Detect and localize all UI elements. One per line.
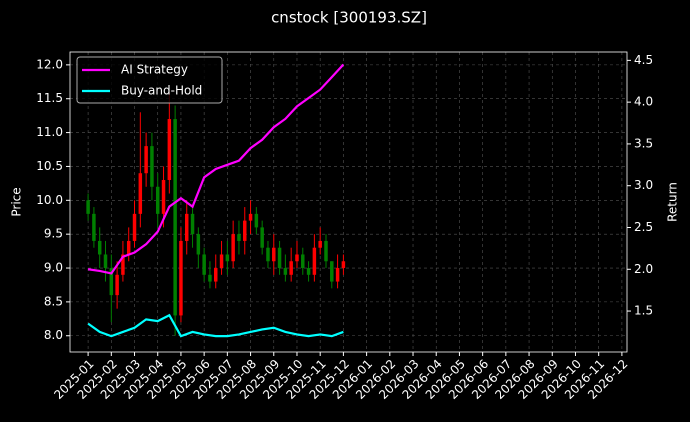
y-tick-label: 12.0 (36, 57, 63, 71)
candle-body (196, 234, 201, 255)
candle-body (219, 254, 224, 269)
candle-body (103, 254, 108, 269)
candle-body (266, 247, 270, 262)
candle-body (92, 213, 96, 241)
y-tick-label: 9.5 (44, 227, 63, 241)
candle-body (283, 268, 288, 275)
candle-body (254, 213, 259, 228)
y-axis-label: Price (10, 187, 24, 216)
candle-body (144, 146, 148, 174)
y-tick-label: 8.5 (44, 294, 63, 308)
candle-body (301, 254, 305, 269)
candle-body (237, 234, 241, 241)
candle-body (109, 268, 114, 296)
candle-body (184, 213, 189, 241)
candle-body (260, 227, 264, 248)
candle-body (335, 268, 340, 282)
candle-body (341, 261, 346, 269)
y-tick-label: 11.5 (36, 91, 63, 105)
candle-body (231, 234, 235, 262)
candle-body (150, 146, 154, 187)
candle-body (121, 254, 125, 275)
candle-body (208, 274, 212, 282)
candle-body (324, 240, 328, 262)
y2-axis-label: Return (666, 182, 680, 222)
candle-body (155, 186, 160, 214)
legend: AI Strategy Buy-and-Hold (76, 56, 223, 104)
candle-body (167, 119, 172, 180)
y2-tick-label: 2.5 (634, 220, 653, 234)
candle-body (330, 261, 334, 282)
candle-body (161, 179, 166, 214)
y-tick-label: 10.0 (36, 193, 63, 207)
legend-label: Buy-and-Hold (121, 84, 202, 98)
y2-tick-label: 4.5 (634, 53, 653, 67)
candle-body (295, 254, 299, 262)
candle-body (277, 247, 282, 269)
y2-tick-label: 2.0 (634, 262, 653, 276)
candle-body (248, 213, 253, 221)
candle-body (289, 261, 293, 275)
candle-body (86, 200, 90, 214)
series-line (87, 313, 344, 338)
candle-body (173, 119, 177, 316)
candle-body (214, 268, 218, 282)
legend-label: AI Strategy (121, 63, 188, 77)
candle-body (243, 220, 247, 241)
candle-body (312, 247, 317, 275)
candle-body (138, 173, 143, 214)
series-line (87, 63, 345, 275)
y2-tick-label: 4.0 (634, 95, 653, 109)
candle-body (132, 213, 137, 241)
candle-body (126, 240, 131, 255)
y-tick-label: 8.0 (44, 328, 63, 342)
candle-body (225, 254, 230, 262)
candle-body (272, 247, 276, 262)
plot-frame (69, 51, 628, 353)
candle-body (190, 213, 195, 235)
y2-tick-label: 3.5 (634, 136, 653, 150)
candle-body (306, 268, 311, 275)
y2-tick-label: 1.5 (634, 304, 653, 318)
y-tick-label: 10.5 (36, 159, 63, 173)
legend-box (76, 56, 223, 104)
candle-body (97, 240, 102, 255)
candle-body (318, 240, 322, 248)
candle-body (202, 254, 206, 275)
y-tick-label: 11.0 (36, 125, 63, 139)
y-tick-label: 9.0 (44, 261, 63, 275)
candle-body (115, 274, 119, 296)
y2-tick-label: 3.0 (634, 178, 653, 192)
chart-title: cnstock [300193.SZ] (271, 9, 427, 27)
candle-body (179, 240, 183, 316)
